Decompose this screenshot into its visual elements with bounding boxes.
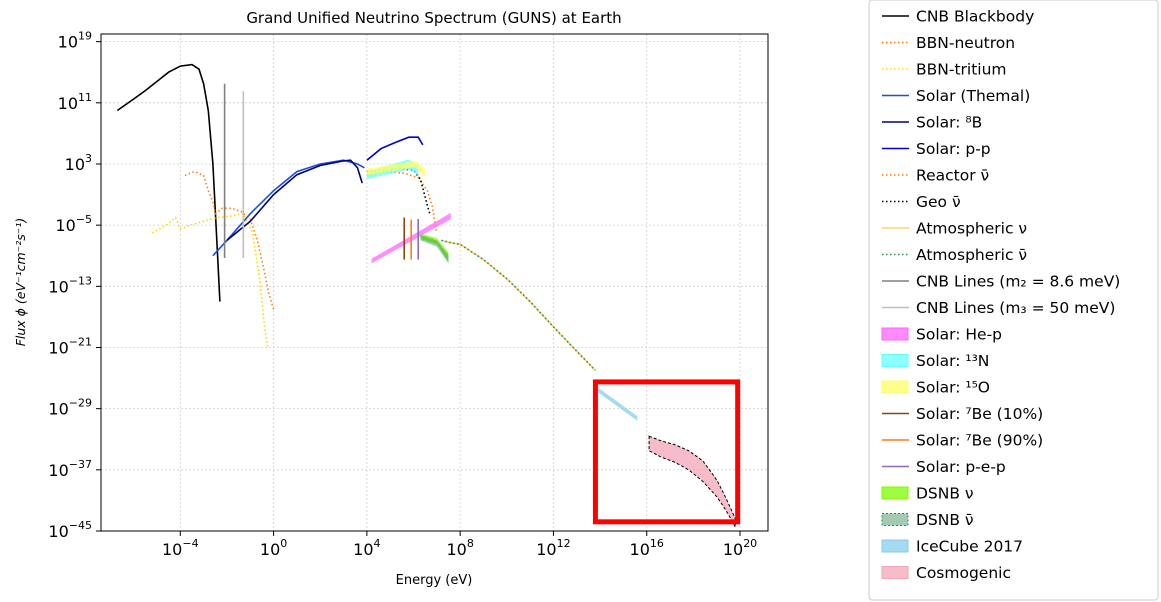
legend-label: Reactor ν̄ xyxy=(916,167,989,185)
x-tick-label: 10−4 xyxy=(162,537,199,559)
legend-label: Solar: ¹³N xyxy=(916,352,989,370)
plot-frame xyxy=(100,33,769,532)
legend-item: CNB Blackbody xyxy=(882,8,1034,26)
legend-item: Solar: p-p xyxy=(882,140,991,158)
legend-item: DSNB ν̄ xyxy=(881,511,974,529)
series-line-bbn-tritium xyxy=(151,212,269,348)
series-line-cnb-blackbody xyxy=(116,63,221,302)
legend-label: Atmospheric ν xyxy=(916,220,1027,238)
legend-item: Solar: ⁷Be (90%) xyxy=(882,432,1043,450)
legend-label: Solar: ⁷Be (10%) xyxy=(916,405,1043,423)
y-tick-label: 10−37 xyxy=(48,458,92,480)
series-line-reactor xyxy=(366,170,438,233)
legend-swatch xyxy=(881,539,909,553)
y-tick-label: 10−21 xyxy=(48,335,92,357)
series-line-atmospheric xyxy=(441,239,596,371)
x-axis-label: Energy (eV) xyxy=(396,573,473,588)
y-tick-label: 10−13 xyxy=(48,274,92,296)
legend-item: Cosmogenic xyxy=(881,564,1011,582)
legend-item: BBN-neutron xyxy=(882,34,1015,52)
legend-item: DSNB ν xyxy=(881,485,974,503)
legend-item: Solar: ⁷Be (10%) xyxy=(882,405,1043,423)
legend-swatch xyxy=(881,354,909,367)
y-tick-label: 103 xyxy=(65,152,92,174)
legend-item: IceCube 2017 xyxy=(881,538,1023,556)
legend-item: Solar: ¹³N xyxy=(881,352,989,370)
legend-label: IceCube 2017 xyxy=(916,538,1023,556)
legend-item: Solar: ⁸B xyxy=(882,114,982,132)
legend-item: Reactor ν̄ xyxy=(882,167,989,185)
legend-label: Solar (Themal) xyxy=(916,87,1030,105)
y-tick-label: 10−45 xyxy=(48,519,92,541)
x-tick-label: 100 xyxy=(260,537,287,559)
highlight-box xyxy=(592,379,741,525)
legend-item: CNB Lines (m₃ = 50 meV) xyxy=(882,299,1115,317)
legend-item: Atmospheric ν̄ xyxy=(882,246,1027,264)
legend-frame xyxy=(868,0,1159,601)
y-axis-label: Flux ϕ (eV⁻¹cm⁻²s⁻¹) xyxy=(13,218,28,347)
legend-item: Atmospheric ν xyxy=(882,220,1027,238)
legend-item: Solar: p-e-p xyxy=(882,458,1006,476)
x-tick-label: 104 xyxy=(353,537,380,559)
legend-label: Solar: p-e-p xyxy=(916,458,1006,476)
legend-item: CNB Lines (m₂ = 8.6 meV) xyxy=(882,273,1120,291)
series-band-cosmogenic xyxy=(648,435,736,528)
legend-label: CNB Lines (m₂ = 8.6 meV) xyxy=(916,273,1120,291)
series-band-dsnb xyxy=(420,235,449,264)
legend-label: BBN-tritium xyxy=(916,61,1007,79)
series-line-bbn-neutron xyxy=(184,170,275,310)
y-tick-label: 10−5 xyxy=(55,213,92,235)
y-tick-label: 1011 xyxy=(58,91,92,113)
legend-label: Solar: ¹⁵O xyxy=(916,379,990,397)
x-tick-label: 1016 xyxy=(630,537,664,559)
legend-swatch xyxy=(881,327,909,341)
x-tick-label: 108 xyxy=(446,537,473,559)
series-line-solar-p-p xyxy=(366,136,424,161)
y-tick-label: 10−29 xyxy=(48,397,92,419)
x-tick-label: 1012 xyxy=(536,537,570,559)
legend-label: CNB Blackbody xyxy=(916,8,1034,26)
legend-label: DSNB ν̄ xyxy=(916,511,974,529)
legend-label: Solar: He-p xyxy=(916,326,1002,344)
legend-item: Solar: He-p xyxy=(881,326,1002,344)
legend-label: Geo ν̄ xyxy=(916,193,961,211)
legend-item: Geo ν̄ xyxy=(882,193,961,211)
legend-items: CNB Blackbody BBN-neutron BBN-tritium Solar… xyxy=(881,8,1120,582)
legend-swatch xyxy=(881,380,909,394)
series-line-atmospheric xyxy=(441,239,596,371)
legend-label: CNB Lines (m₃ = 50 meV) xyxy=(916,299,1115,317)
y-tick-label: 1019 xyxy=(58,30,92,52)
legend-item: Solar (Themal) xyxy=(882,87,1030,105)
legend-label: Solar: ⁸B xyxy=(916,114,982,132)
series-band-icecube-2017 xyxy=(595,385,638,421)
tick-layer: 10−4 100 104 108 1012 1016 1020 1019 1011 103 10−5… xyxy=(48,30,757,559)
legend-label: Solar: p-p xyxy=(916,140,991,158)
legend-swatch xyxy=(881,486,909,500)
series-line-solar-themal xyxy=(212,159,365,257)
legend-swatch xyxy=(881,513,909,526)
legend-swatch xyxy=(881,566,909,579)
legend-label: Solar: ⁷Be (90%) xyxy=(916,432,1043,450)
legend-label: BBN-neutron xyxy=(916,34,1015,52)
series-layer xyxy=(116,63,736,528)
series-line-solar-b xyxy=(226,159,363,242)
legend-item: BBN-tritium xyxy=(882,61,1007,79)
legend-item: Solar: ¹⁵O xyxy=(881,379,990,397)
chart-title: Grand Unified Neutrino Spectrum (GUNS) a… xyxy=(246,9,621,27)
legend: CNB Blackbody BBN-neutron BBN-tritium Solar… xyxy=(868,0,1159,601)
series-band-solar-o xyxy=(366,161,426,178)
legend-label: DSNB ν xyxy=(916,485,974,503)
legend-label: Atmospheric ν̄ xyxy=(916,246,1027,264)
series-band-dsnb xyxy=(420,233,449,262)
legend-label: Cosmogenic xyxy=(916,564,1011,582)
x-tick-label: 1020 xyxy=(723,537,757,559)
